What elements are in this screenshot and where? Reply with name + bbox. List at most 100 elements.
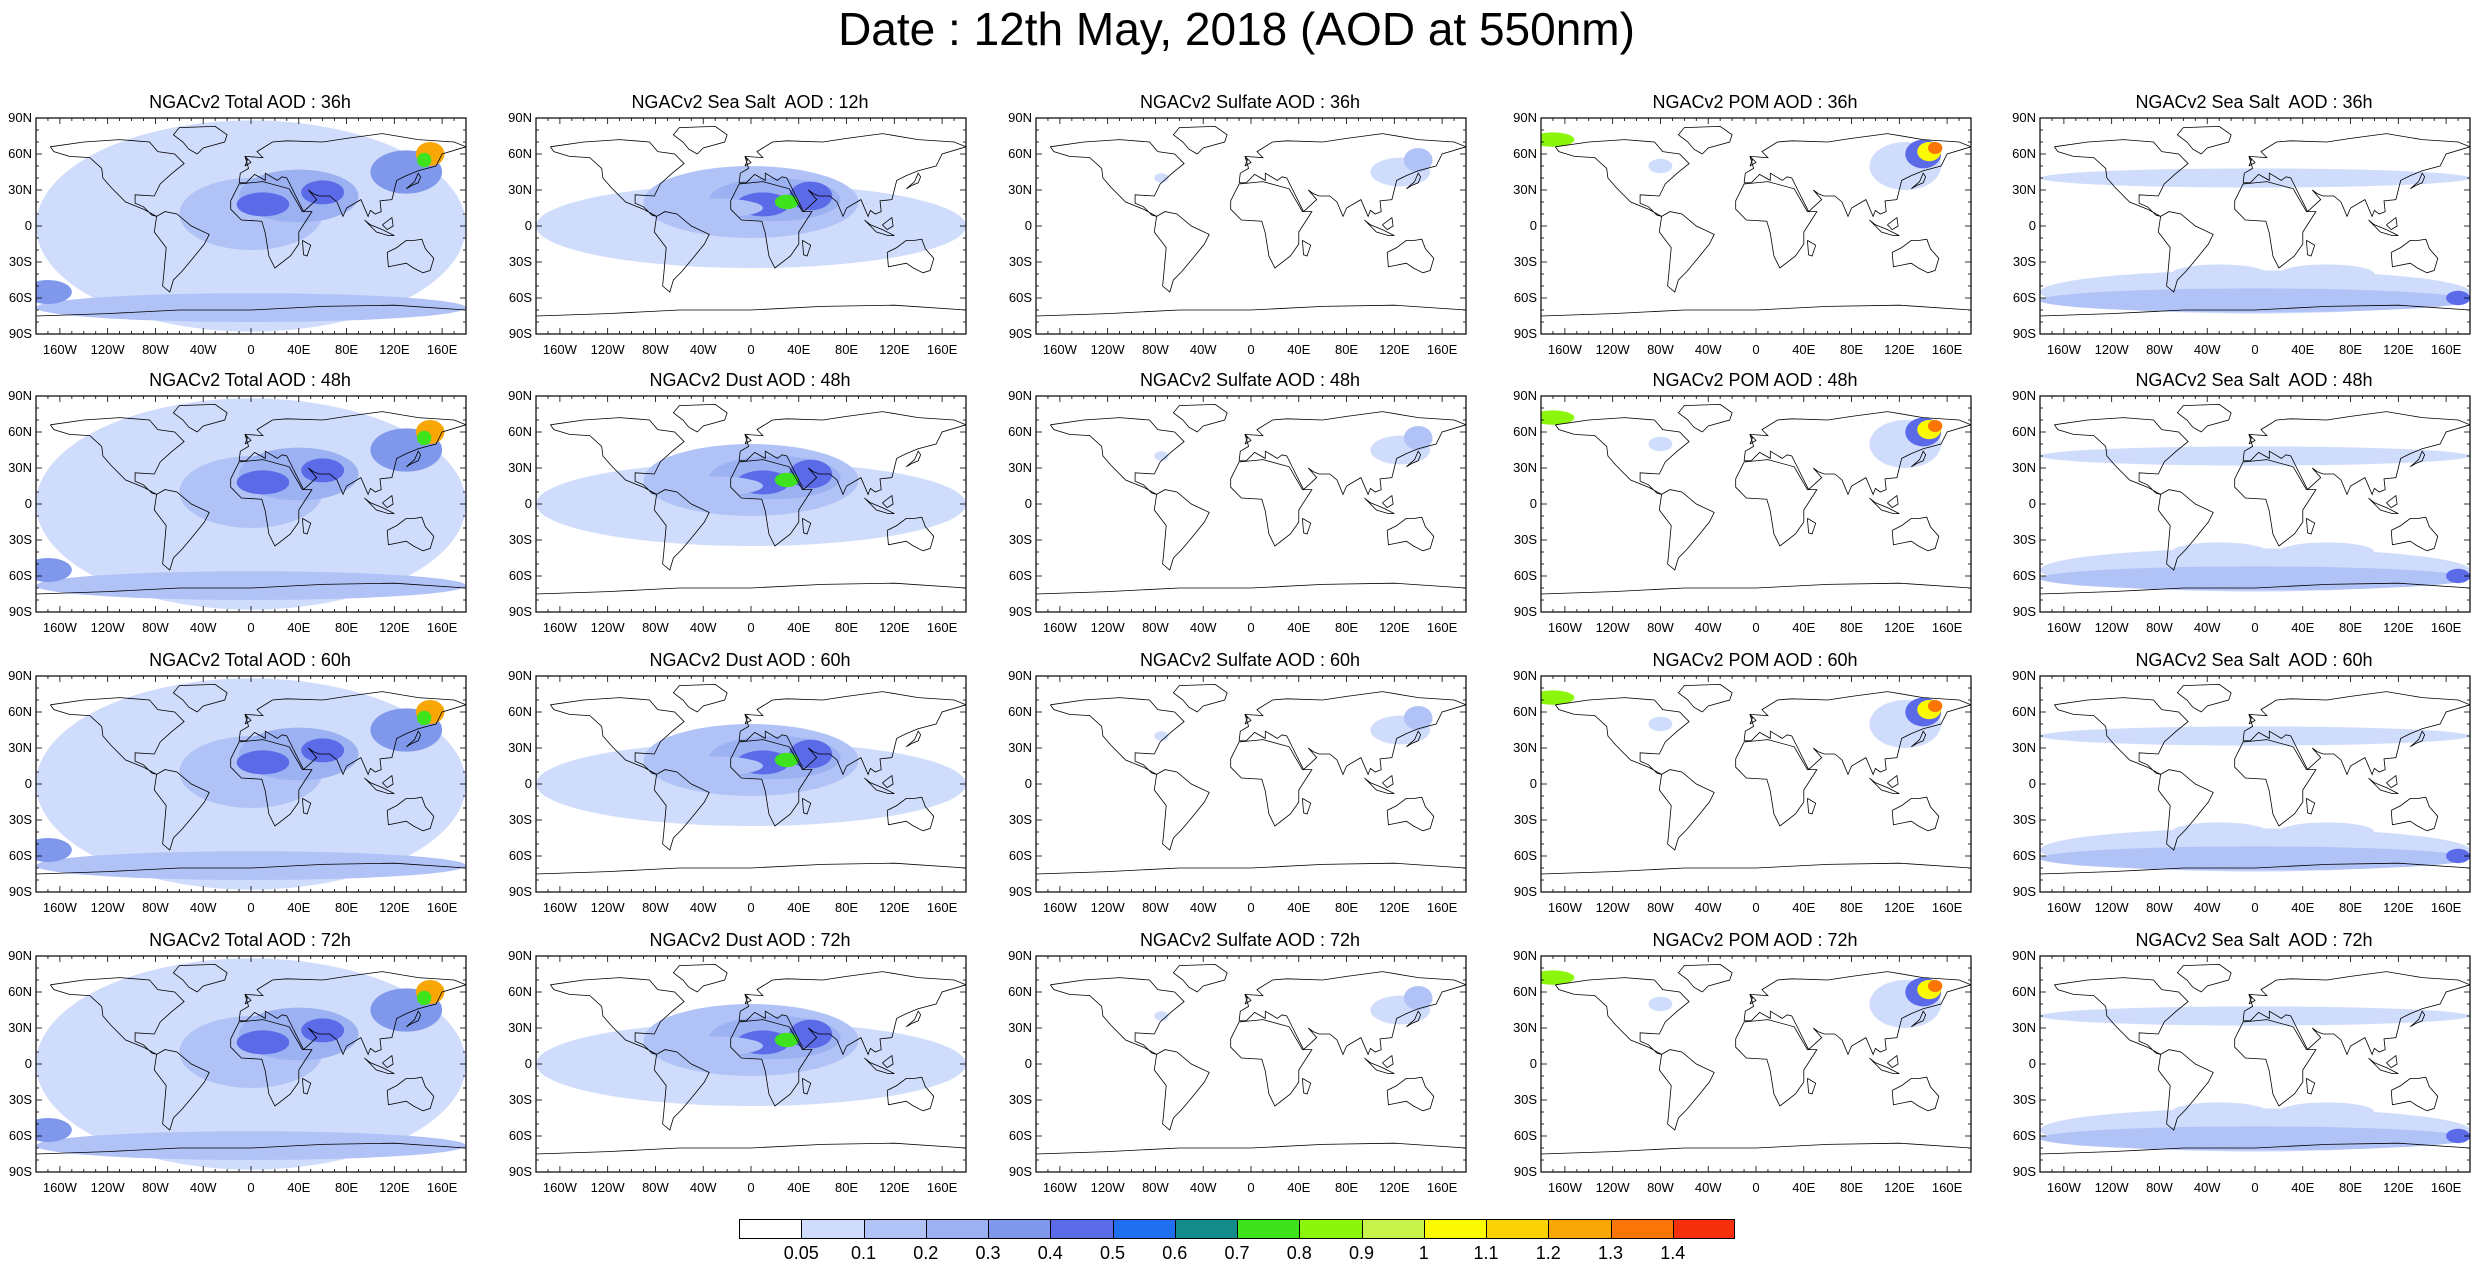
coastline [1911,1010,1927,1028]
coastline [2234,739,2317,827]
latitude-label: 30N [1513,1020,1537,1035]
aod-field [1928,420,1943,432]
coastline [36,862,466,875]
colorbar-tick-label: 0.4 [1037,1243,1063,1263]
panel-title: NGACv2 POM AOD : 60h [1652,650,1858,670]
coastline [886,1076,935,1112]
coastline [1172,963,1228,993]
latitude-label: 60N [1008,704,1032,719]
longitude-label: 0 [2251,900,2259,915]
figure-title: Date : 12th May, 2018 (AOD at 550nm) [838,3,1635,55]
latitude-label: 30N [8,740,32,755]
coastline [2157,211,2214,293]
coastline [1302,518,1312,535]
longitude-label: 0 [747,342,755,357]
longitude-label: 120W [1090,1180,1125,1195]
latitude-label: 90N [8,948,32,963]
longitude-label: 0 [247,620,255,635]
aod-field [1403,706,1433,730]
longitude-label: 80W [1647,620,1674,635]
coastline [2390,516,2439,552]
longitude-label: 160W [2046,342,2081,357]
aod-field [1541,690,1575,705]
latitude-label: 60S [1008,290,1032,305]
aod-field [301,180,345,205]
map-frame [1035,955,1467,1173]
aod-field [2171,542,2267,562]
coastline [2386,216,2398,231]
coastline [744,714,752,725]
latitude-label: 30S [8,1092,32,1107]
longitude-label: 80W [642,620,669,635]
longitude-label: 40E [2291,620,2315,635]
coastline [230,181,313,269]
coastline [244,434,252,445]
coastline [536,862,966,875]
latitude-label: 60N [2012,146,2036,161]
longitude-label: 160W [542,900,577,915]
colorbar-tick-label: 1.3 [1597,1243,1624,1263]
panel-title: NGACv2 Total AOD : 48h [149,370,351,390]
longitude-label: 40E [1792,900,1816,915]
aod-field [1928,980,1943,992]
longitude-label: 160E [1426,1180,1458,1195]
colorbar-swatch [1361,1219,1424,1239]
aod-field [36,293,466,322]
aod-field [2446,1128,2470,1144]
coastline [2368,1057,2399,1074]
coastline [1230,181,1313,269]
latitude-label: 90S [2012,326,2036,341]
longitude-label: 40W [2193,900,2221,915]
coastline [1386,516,1435,552]
latitude-label: 60S [508,568,532,583]
latitude-label: 90N [1513,388,1537,403]
coastline [1554,417,1690,495]
longitude-label: 120E [879,900,910,915]
longitude-label: 80W [142,1180,169,1195]
aod-field [301,1018,345,1043]
latitude-label: 90S [8,326,32,341]
latitude-label: 60N [1513,146,1537,161]
coastline [1807,798,1817,815]
longitude-label: 40W [2193,1180,2221,1195]
coastline [2053,139,2189,217]
map-panel: NGACv2 Total AOD : 36h 90N 60N 30N 0 30S 60S 90… [0,88,500,364]
coastline [1406,450,1422,468]
coastline [153,769,210,851]
coastline [1172,125,1228,155]
longitude-label: 120W [2094,342,2129,357]
coastline [1364,219,1395,236]
coastline [36,582,466,595]
longitude-label: 40W [689,620,717,635]
coastline [882,1054,894,1069]
map-panel: NGACv2 Dust AOD : 72h 90N 60N 30N 0 30S 60S 90S… [500,926,1000,1202]
latitude-label: 60S [1008,568,1032,583]
latitude-label: 0 [524,776,532,791]
coastline [906,172,922,190]
longitude-label: 80E [1334,900,1359,915]
coastline [386,796,435,832]
coastline [2386,494,2398,509]
aod-field [1928,142,1943,154]
coastline [738,971,966,1056]
longitude-label: 40E [1287,1180,1311,1195]
aod-field [36,1118,72,1142]
aod-field [36,838,72,862]
coastline [364,1057,395,1074]
longitude-label: 80E [834,342,859,357]
coastline [172,683,228,713]
longitude-label: 160E [2430,342,2462,357]
longitude-label: 120E [2383,342,2414,357]
longitude-label: 120W [590,900,625,915]
latitude-label: 60S [1513,848,1537,863]
coastline [238,971,466,1056]
longitude-label: 80E [834,1180,859,1195]
coastline [1386,238,1435,274]
longitude-label: 160W [1042,620,1077,635]
coastline [2242,971,2470,1056]
latitude-label: 90N [1513,668,1537,683]
longitude-label: 80W [1647,342,1674,357]
panel-title: NGACv2 POM AOD : 72h [1652,930,1858,950]
longitude-label: 80W [1142,342,1169,357]
longitude-label: 80W [1647,900,1674,915]
